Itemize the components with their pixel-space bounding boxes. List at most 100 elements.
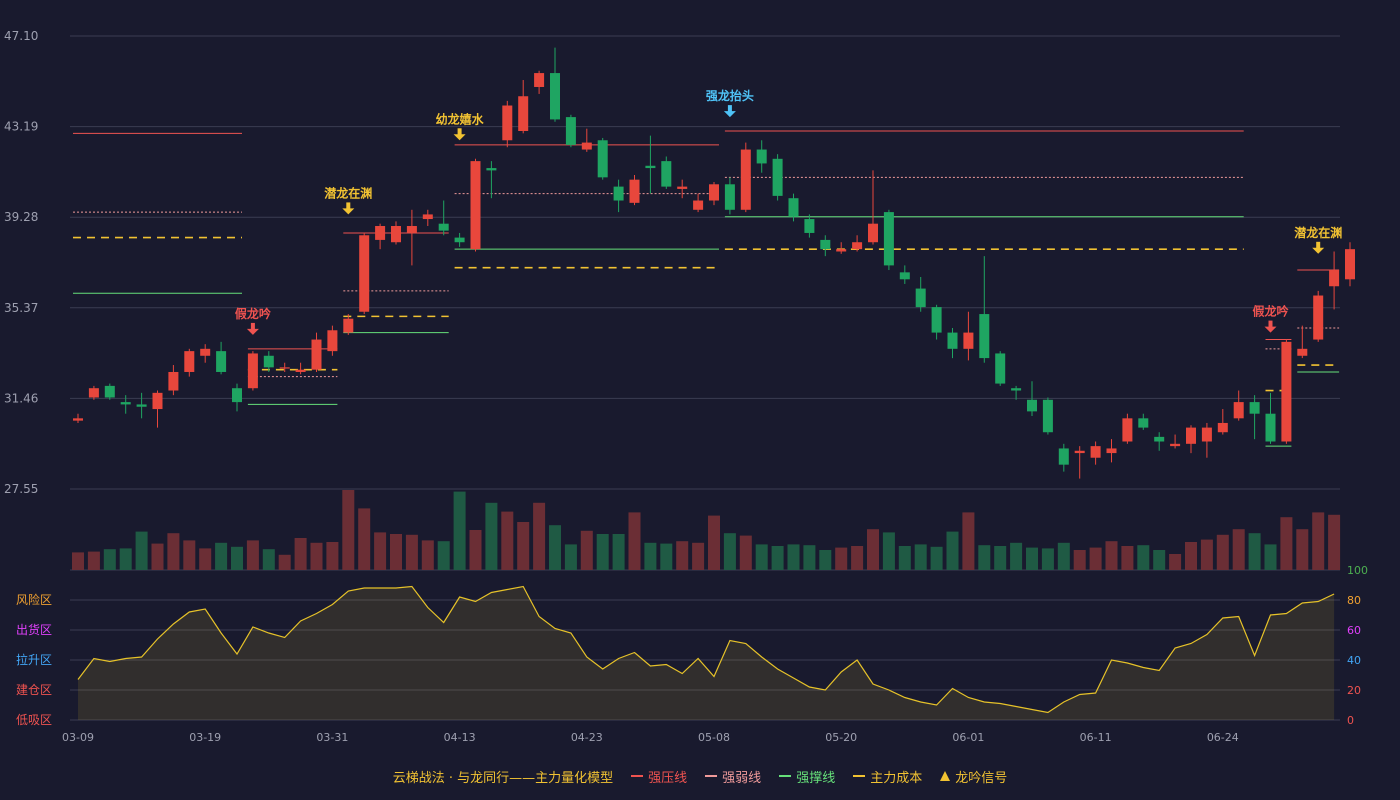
candle-body — [597, 140, 608, 178]
volume-bar — [851, 546, 864, 570]
signal-arrow-icon — [342, 208, 355, 215]
candle-body — [422, 214, 433, 220]
volume-bar — [978, 545, 991, 570]
candle-body — [740, 149, 751, 210]
y-tick-label: 27.55 — [4, 482, 38, 496]
volume-bar — [755, 544, 768, 570]
candle-body — [1201, 427, 1212, 442]
volume-bar — [819, 550, 832, 570]
candle-body — [311, 339, 322, 370]
candle-body — [677, 186, 688, 189]
volume-bar — [803, 545, 816, 570]
candle-body — [788, 198, 799, 217]
candle-body — [1265, 413, 1276, 442]
indicator-tick-label: 0 — [1347, 714, 1354, 727]
signal-arrow-icon — [246, 328, 259, 335]
candle-body — [216, 351, 227, 372]
zone-label: 出货区 — [16, 622, 52, 637]
candle-body — [1233, 402, 1244, 419]
candle-body — [247, 353, 258, 389]
candle-body — [724, 184, 735, 210]
signal-label: 潜龙在渊 — [1294, 225, 1342, 240]
candle-body — [470, 161, 481, 250]
candle-body — [295, 369, 306, 372]
candle-body — [454, 237, 465, 243]
candle-body — [1249, 402, 1260, 414]
volume-bar — [994, 546, 1007, 570]
candle-body — [1058, 448, 1069, 465]
candle-body — [120, 402, 131, 405]
zone-label: 建仓区 — [16, 683, 52, 697]
volume-bar — [246, 540, 259, 570]
signal-arrow-shaft — [346, 202, 351, 210]
candle-body — [550, 73, 560, 120]
x-tick-label: 03-31 — [316, 731, 348, 744]
volume-bar — [1105, 541, 1118, 570]
candle-body — [804, 219, 815, 233]
volume-bar — [1232, 529, 1245, 570]
volume-bar — [676, 541, 689, 570]
volume-bar — [326, 542, 339, 570]
candle-body — [868, 223, 878, 243]
candle-body — [184, 351, 195, 372]
candle-body — [772, 158, 783, 196]
volume-bar — [342, 490, 355, 570]
candle-body — [73, 418, 83, 421]
volume-bar — [1121, 546, 1134, 570]
candle-body — [232, 388, 242, 403]
candle-body — [709, 184, 719, 201]
volume-bar — [501, 511, 514, 570]
volume-bar — [151, 543, 164, 570]
signal-arrow-shaft — [1268, 320, 1273, 328]
candle-body — [502, 105, 513, 141]
y-tick-label: 31.46 — [4, 391, 38, 405]
candle-body — [359, 235, 370, 312]
volume-bar — [628, 512, 641, 570]
volume-bar — [231, 546, 243, 570]
candle-body — [581, 142, 592, 150]
volume-bar — [215, 542, 228, 570]
zone-label: 低吸区 — [16, 713, 52, 727]
legend-label: 强撑线 — [796, 770, 836, 786]
indicator-area — [78, 586, 1335, 720]
volume-bar — [644, 542, 657, 570]
volume-bar — [1057, 542, 1070, 570]
volume-bar — [867, 529, 879, 570]
volume-bar — [437, 541, 450, 570]
triangle-icon — [940, 771, 951, 781]
volume-bar — [135, 531, 148, 570]
volume-bar — [390, 534, 402, 570]
volume-bar — [596, 534, 609, 570]
signal-arrow-shaft — [457, 128, 462, 136]
y-tick-label: 43.19 — [4, 120, 38, 134]
legend-label: 主力成本 — [870, 770, 923, 786]
volume-bar — [1010, 542, 1023, 570]
indicator-tick-label: 100 — [1347, 564, 1368, 577]
x-tick-label: 04-23 — [571, 731, 603, 744]
candle-body — [899, 272, 910, 280]
volume-bar — [1280, 517, 1293, 570]
candle-body — [915, 288, 926, 308]
signal-label: 幼龙嬉水 — [436, 111, 485, 126]
volume-bar — [1248, 533, 1261, 570]
candle-body — [1027, 399, 1037, 412]
volume-bar — [660, 543, 673, 570]
zone-label: 拉升区 — [16, 652, 52, 667]
volume-bar — [310, 542, 323, 570]
candle-body — [263, 355, 274, 368]
zone-label: 风险区 — [16, 592, 52, 607]
signal-arrow-icon — [453, 134, 466, 141]
x-tick-label: 06-11 — [1080, 731, 1112, 744]
volume-bar — [421, 540, 434, 570]
volume-bar — [787, 544, 800, 570]
legend-item-strong-weak: 强弱线 — [705, 767, 761, 786]
volume-bar — [1200, 539, 1213, 570]
volume-bar — [517, 522, 530, 570]
signal-label: 强龙抬头 — [706, 88, 754, 103]
candle-body — [518, 96, 529, 132]
main-cost-swatch — [853, 775, 866, 777]
legend-label: 强弱线 — [722, 770, 762, 786]
volume-bar — [1041, 548, 1054, 570]
volume-bar — [1328, 514, 1341, 570]
volume-bar — [1312, 512, 1325, 570]
